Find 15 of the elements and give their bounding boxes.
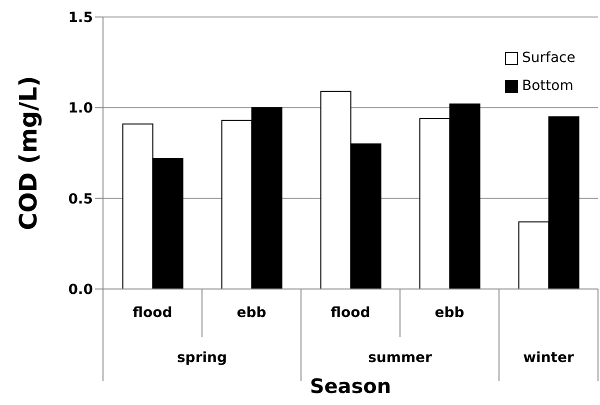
text: spring — [176, 350, 228, 366]
x-tick-label: flood — [330, 305, 370, 321]
legend-label: Surface — [522, 50, 576, 66]
y-axis-title: COD (mg/L) — [14, 76, 43, 230]
y-tick-label: 0.0 — [68, 282, 94, 298]
y-tick-label: 1.5 — [68, 10, 93, 26]
x-axis-title: Season — [310, 374, 392, 398]
text: winter — [523, 350, 574, 366]
x-tick-label: ebb — [236, 305, 266, 321]
y-tick-label: 1.0 — [68, 100, 94, 117]
x-tick-label: ebb — [434, 305, 464, 321]
legend-label: Bottom — [522, 78, 574, 94]
y-tick-label: 0.5 — [68, 191, 93, 208]
text: summer — [368, 350, 432, 366]
x-tick-label: flood — [132, 305, 172, 321]
